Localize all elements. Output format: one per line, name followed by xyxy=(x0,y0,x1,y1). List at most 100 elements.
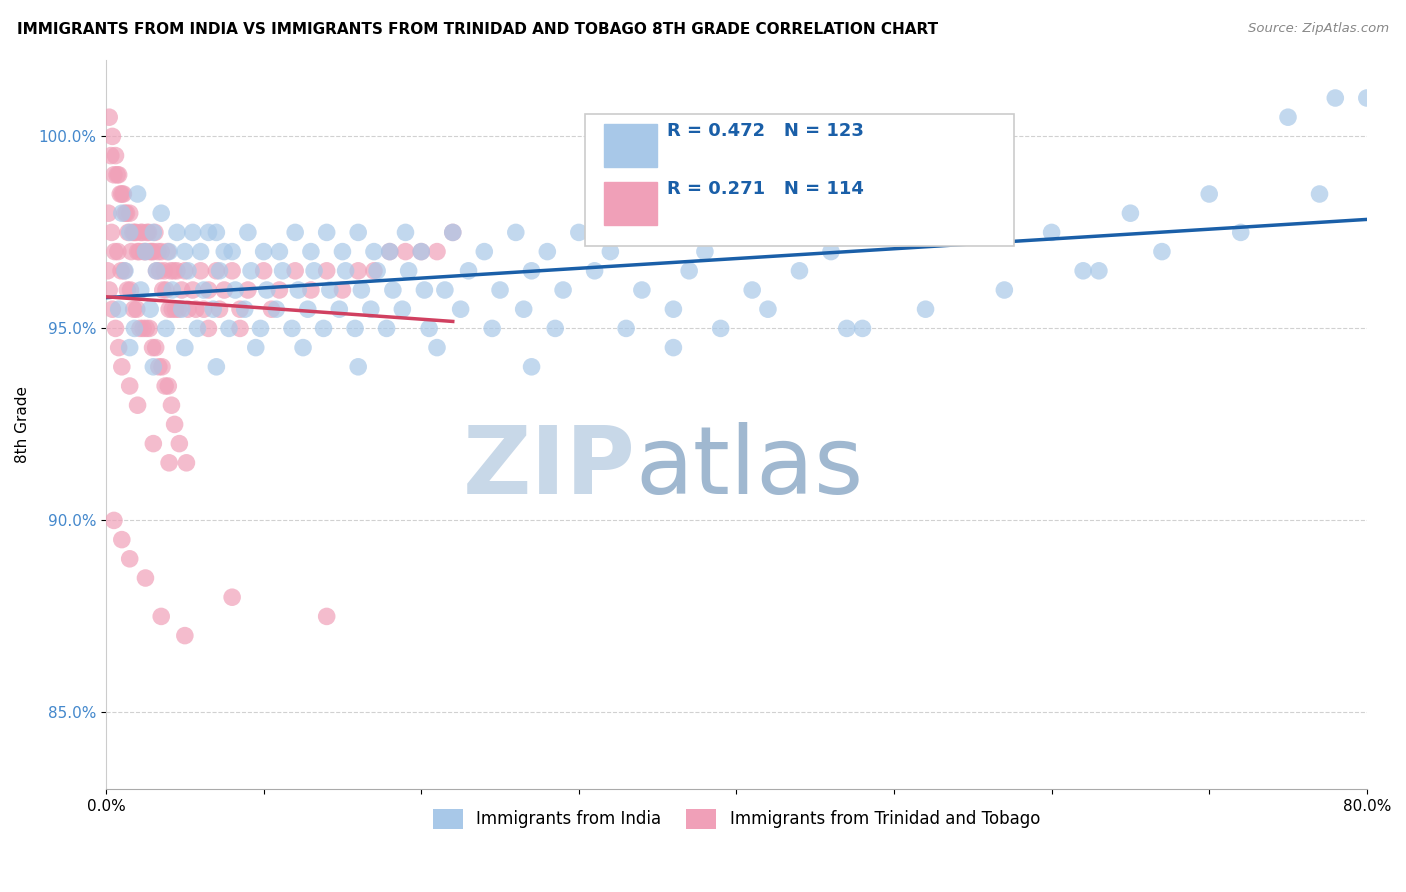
Point xyxy=(103,168,125,182)
Point xyxy=(132,321,155,335)
Point xyxy=(411,244,433,259)
Point xyxy=(129,226,152,240)
Point xyxy=(105,168,128,182)
Point xyxy=(363,264,385,278)
Point xyxy=(165,302,187,317)
Point xyxy=(218,321,240,335)
Point xyxy=(208,264,231,278)
Point xyxy=(271,264,294,278)
Point xyxy=(135,321,157,335)
Point xyxy=(284,264,307,278)
Point xyxy=(236,283,259,297)
Point xyxy=(418,321,440,335)
Point xyxy=(378,244,401,259)
Point xyxy=(103,513,125,527)
Point xyxy=(193,283,215,297)
Point xyxy=(142,226,165,240)
Point xyxy=(297,302,319,317)
Point xyxy=(544,321,567,335)
Point xyxy=(381,283,404,297)
Point xyxy=(710,321,733,335)
Point xyxy=(117,283,139,297)
Point xyxy=(233,302,256,317)
Point xyxy=(125,226,148,240)
Point xyxy=(120,244,142,259)
Point xyxy=(315,609,337,624)
Point xyxy=(150,359,173,374)
Point xyxy=(163,417,186,432)
Point xyxy=(360,302,382,317)
Point xyxy=(156,244,179,259)
Point xyxy=(114,206,136,220)
Point xyxy=(256,283,278,297)
Point xyxy=(441,226,464,240)
Point xyxy=(347,359,370,374)
Point xyxy=(197,283,219,297)
Point xyxy=(299,283,322,297)
Point xyxy=(112,186,135,201)
Point xyxy=(221,264,243,278)
Point xyxy=(202,302,225,317)
Point xyxy=(512,302,534,317)
Point xyxy=(229,321,252,335)
Point xyxy=(347,226,370,240)
Point xyxy=(332,283,354,297)
Point xyxy=(111,186,134,201)
Point xyxy=(117,226,139,240)
Point xyxy=(100,226,122,240)
Text: Source: ZipAtlas.com: Source: ZipAtlas.com xyxy=(1249,22,1389,36)
Point xyxy=(146,244,169,259)
Point xyxy=(167,302,190,317)
Point xyxy=(107,244,129,259)
Point xyxy=(1040,226,1063,240)
Point xyxy=(101,302,124,317)
Point xyxy=(366,264,388,278)
Point xyxy=(184,302,207,317)
Point xyxy=(693,244,716,259)
Point xyxy=(472,244,495,259)
Point xyxy=(332,244,354,259)
Point xyxy=(153,264,176,278)
Point xyxy=(197,226,219,240)
Point xyxy=(520,264,543,278)
Point xyxy=(319,283,342,297)
FancyBboxPatch shape xyxy=(585,114,1014,245)
Point xyxy=(245,341,267,355)
Point xyxy=(350,283,373,297)
Point xyxy=(142,244,165,259)
Point xyxy=(212,244,235,259)
Point xyxy=(505,226,527,240)
Point xyxy=(166,226,188,240)
Point xyxy=(851,321,873,335)
Point xyxy=(1198,186,1220,201)
Point xyxy=(98,283,121,297)
Point xyxy=(312,321,335,335)
Point xyxy=(299,244,322,259)
Point xyxy=(141,244,163,259)
Point xyxy=(568,226,591,240)
Point xyxy=(107,341,129,355)
Point xyxy=(111,206,134,220)
Point xyxy=(150,206,173,220)
Point xyxy=(155,321,177,335)
Point xyxy=(426,341,449,355)
Point xyxy=(205,226,228,240)
Point xyxy=(118,551,141,566)
Point xyxy=(134,244,156,259)
Point xyxy=(160,398,183,412)
Point xyxy=(177,264,200,278)
Point xyxy=(163,264,186,278)
Point xyxy=(249,321,271,335)
Point xyxy=(1229,226,1251,240)
Point xyxy=(725,226,748,240)
Point xyxy=(1277,110,1299,124)
Point xyxy=(284,226,307,240)
Point xyxy=(205,264,228,278)
Point xyxy=(128,244,150,259)
Point xyxy=(756,302,779,317)
Point xyxy=(221,591,243,605)
Point xyxy=(914,302,936,317)
Point xyxy=(208,302,231,317)
Point xyxy=(253,264,276,278)
Point xyxy=(221,244,243,259)
